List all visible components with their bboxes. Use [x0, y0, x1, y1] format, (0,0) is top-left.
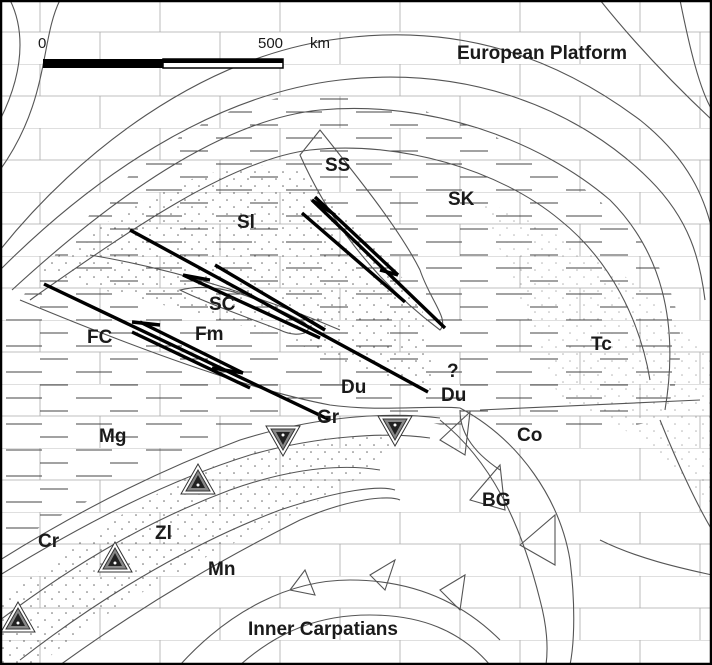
unit-tc-label: Tc: [591, 334, 612, 355]
unit-zl-label: Zl: [155, 523, 172, 544]
scale-start-label: 0: [38, 35, 47, 52]
european-platform-label: European Platform: [457, 43, 627, 64]
unit-fc-label: FC: [87, 327, 113, 348]
unit-cr-label: Cr: [38, 531, 60, 552]
strike-slip-faults: [43, 195, 447, 422]
unit-du-label: Du: [341, 377, 367, 398]
unit-ss-label: SS: [325, 155, 351, 176]
magura-area: [0, 300, 330, 550]
unit-fm-label: Fm: [195, 324, 224, 345]
unit-mn-label: Mn: [208, 559, 236, 580]
unit-du-right-label: Du: [441, 385, 467, 406]
unit-gr-label: Gr: [317, 407, 340, 428]
unit-sk-label: SK: [448, 189, 475, 210]
tc-dotted-area: [480, 200, 712, 520]
zliechov-dotted-area: [0, 435, 400, 665]
volcanic-triangle-markers: [0, 415, 413, 633]
thrust-front-teeth: [289, 410, 556, 612]
unit-sl-label: Sl: [237, 212, 255, 233]
scale-end-label: 500: [258, 35, 284, 52]
unit-du-question-label: ?: [447, 361, 459, 382]
scale-bar: [43, 58, 284, 69]
unit-mg-label: Mg: [99, 426, 127, 447]
scale-unit-label: km: [310, 35, 330, 52]
unit-sc-label: SC: [209, 294, 236, 315]
unit-co-label: Co: [517, 425, 543, 446]
unit-bg-label: BG: [482, 490, 511, 511]
inner-carpatians-label: Inner Carpatians: [248, 619, 398, 640]
